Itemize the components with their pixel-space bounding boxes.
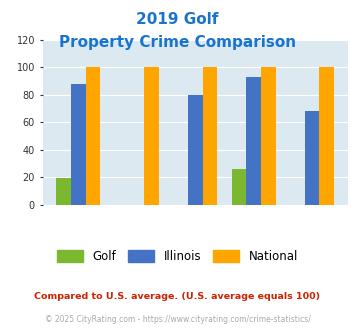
Bar <box>71 83 86 205</box>
Bar <box>320 67 334 205</box>
Bar <box>261 67 275 205</box>
Text: Compared to U.S. average. (U.S. average equals 100): Compared to U.S. average. (U.S. average … <box>34 292 321 301</box>
Bar <box>246 77 261 205</box>
Legend: Golf, Illinois, National: Golf, Illinois, National <box>53 246 302 268</box>
Text: Property Crime Comparison: Property Crime Comparison <box>59 35 296 50</box>
Text: 2019 Golf: 2019 Golf <box>136 12 219 26</box>
Bar <box>203 67 217 205</box>
Bar <box>56 179 71 205</box>
Bar <box>305 111 320 205</box>
Bar <box>144 67 159 205</box>
Bar <box>232 169 246 205</box>
Text: © 2025 CityRating.com - https://www.cityrating.com/crime-statistics/: © 2025 CityRating.com - https://www.city… <box>45 315 310 324</box>
Bar <box>188 95 203 205</box>
Bar <box>86 67 100 205</box>
